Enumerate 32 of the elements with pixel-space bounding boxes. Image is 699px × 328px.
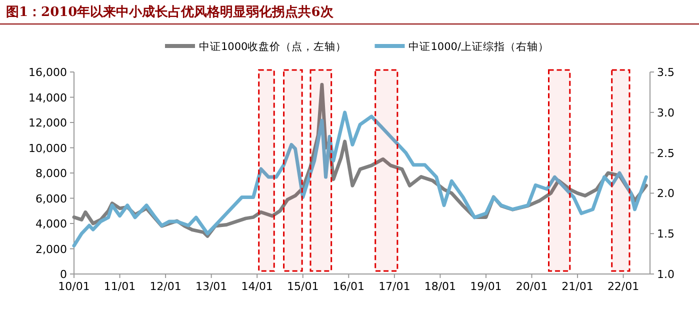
x-tick-label: 16/01 [332,280,364,293]
x-tick-label: 11/01 [104,280,136,293]
y-tick-label: 0 [60,268,67,281]
x-tick-label: 22/01 [607,280,640,293]
y-tick-label: 12,000 [28,116,67,130]
y2-tick-label: 1.5 [657,228,674,241]
x-tick-label: 14/01 [241,280,273,293]
legend-label: 中证1000/上证综指（右轴） [408,40,549,53]
legend-label: 中证1000收盘价（点，左轴） [199,40,347,53]
y2-tick-label: 2.5 [657,146,674,160]
x-tick-label: 21/01 [562,280,594,293]
chart-title: 图1：2010年以来中小成长占优风格明显弱化拐点共6次 [6,4,334,20]
x-tick-label: 17/01 [378,280,410,293]
y2-tick-label: 3.5 [657,66,674,79]
x-tick-label: 10/01 [58,280,90,293]
x-tick-label: 19/01 [470,280,502,293]
x-tick-label: 20/01 [516,280,548,293]
y2-tick-label: 2.0 [657,187,674,200]
x-tick-label: 18/01 [424,280,456,293]
x-tick-label: 13/01 [195,280,228,293]
y-tick-label: 14,000 [28,91,67,104]
y-tick-label: 4,000 [36,218,67,230]
x-tick-label: 12/01 [150,280,182,293]
line-series [72,110,648,248]
x-tick-label: 15/01 [287,280,319,293]
y-tick-label: 2,000 [36,242,67,256]
y-tick-label: 6,000 [36,192,67,206]
y2-tick-label: 3.0 [657,106,674,120]
y-tick-label: 10,000 [28,142,67,155]
y2-tick-label: 1.0 [657,268,674,281]
y-tick-label: 16,000 [28,66,67,79]
y-tick-label: 8,000 [36,167,67,180]
